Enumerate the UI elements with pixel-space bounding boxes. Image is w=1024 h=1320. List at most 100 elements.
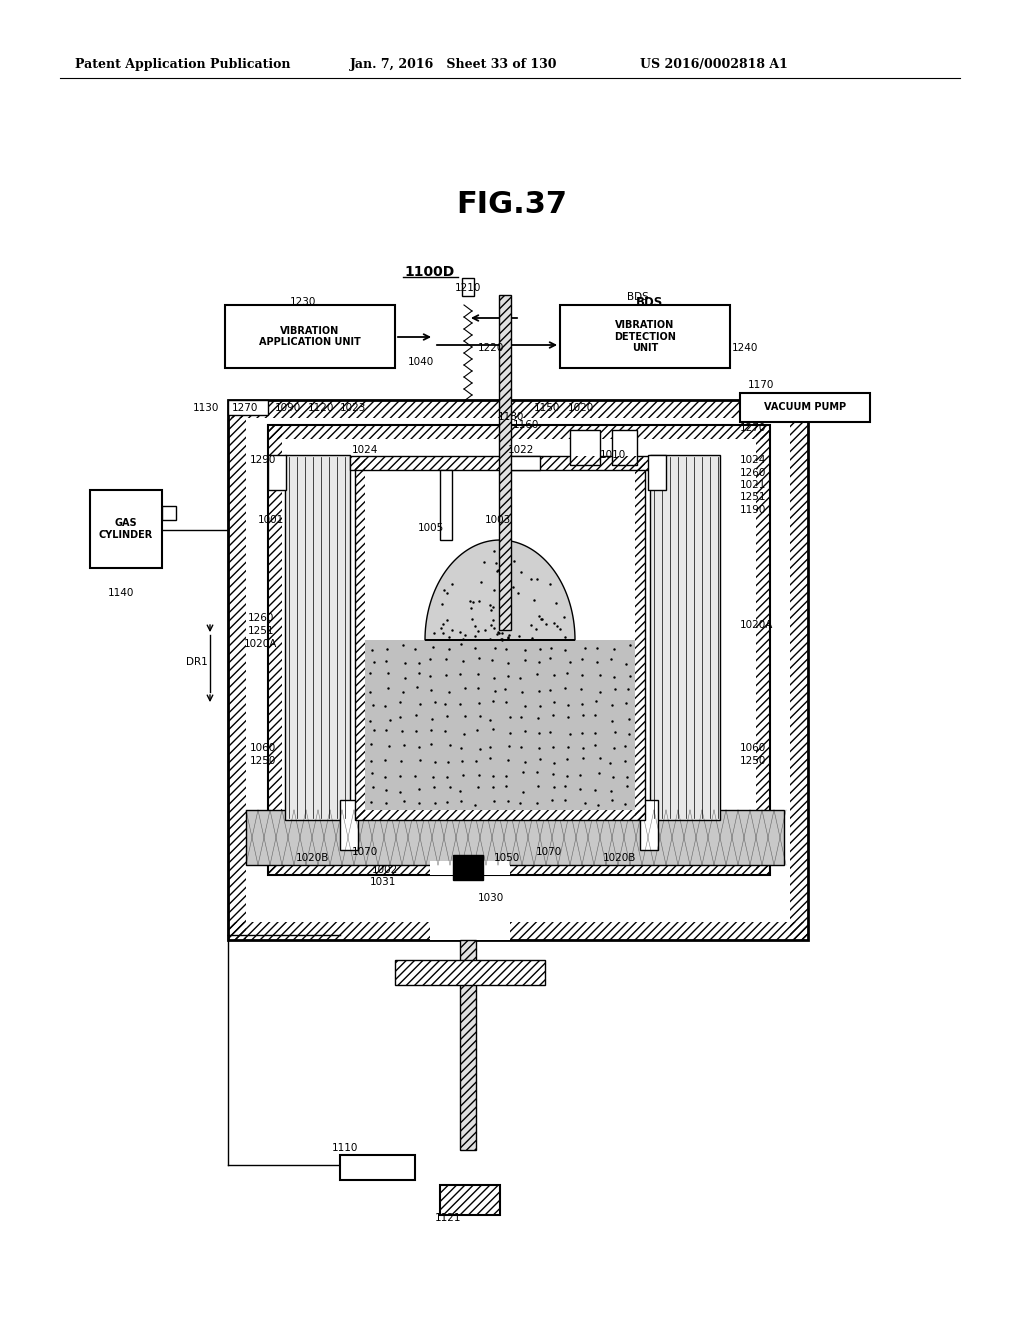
Text: US 2016/0002818 A1: US 2016/0002818 A1 xyxy=(640,58,787,71)
Text: 1180: 1180 xyxy=(498,412,524,422)
Bar xyxy=(560,305,730,368)
Bar xyxy=(246,810,784,865)
Bar xyxy=(462,279,474,296)
Bar xyxy=(635,458,645,820)
Text: 1110: 1110 xyxy=(332,1143,358,1152)
Text: 1020B: 1020B xyxy=(603,853,636,863)
Bar xyxy=(395,960,545,985)
Bar xyxy=(355,458,645,820)
Text: VIBRATION
APPLICATION UNIT: VIBRATION APPLICATION UNIT xyxy=(259,326,360,347)
Bar xyxy=(228,400,268,414)
Bar xyxy=(285,455,350,820)
Text: 1251: 1251 xyxy=(740,492,767,502)
Text: 1010: 1010 xyxy=(600,450,627,459)
Text: 1003: 1003 xyxy=(485,515,511,525)
Text: 1022: 1022 xyxy=(508,445,535,455)
Text: 1170: 1170 xyxy=(748,380,774,389)
Text: 1024: 1024 xyxy=(740,455,766,465)
Text: 1020B: 1020B xyxy=(296,853,330,863)
Bar xyxy=(268,425,770,875)
Bar xyxy=(499,294,511,630)
Bar xyxy=(350,455,650,470)
Text: VACUUM PUMP: VACUUM PUMP xyxy=(764,403,846,412)
Text: 1005: 1005 xyxy=(418,523,444,533)
Text: Patent Application Publication: Patent Application Publication xyxy=(75,58,291,71)
Bar xyxy=(340,800,358,850)
Bar xyxy=(340,1155,415,1180)
Bar xyxy=(365,640,635,810)
Bar xyxy=(500,455,540,470)
Bar xyxy=(790,400,808,940)
Text: 1260: 1260 xyxy=(248,612,274,623)
Text: 1150: 1150 xyxy=(534,403,560,413)
Bar xyxy=(355,810,645,820)
Bar xyxy=(228,400,808,418)
Text: 1160: 1160 xyxy=(513,420,540,430)
Text: VIBRATION
DETECTION
UNIT: VIBRATION DETECTION UNIT xyxy=(614,319,676,354)
Text: 1030: 1030 xyxy=(478,894,504,903)
Text: 1100D: 1100D xyxy=(404,265,455,279)
Bar xyxy=(268,861,770,875)
Bar xyxy=(225,305,395,368)
Text: 1024: 1024 xyxy=(352,445,379,455)
Text: 1050: 1050 xyxy=(494,853,520,863)
Text: BDS: BDS xyxy=(636,296,664,309)
Text: 1210: 1210 xyxy=(455,282,481,293)
Text: 1120: 1120 xyxy=(308,403,335,413)
Bar xyxy=(350,455,650,470)
Bar xyxy=(460,940,476,1150)
Bar xyxy=(740,393,870,422)
Bar xyxy=(460,940,476,1150)
Bar xyxy=(453,855,483,880)
Text: 1270: 1270 xyxy=(740,422,766,433)
Text: 1260: 1260 xyxy=(740,469,766,478)
Bar xyxy=(268,455,286,490)
Bar xyxy=(612,430,637,465)
Text: 1060: 1060 xyxy=(250,743,276,752)
Bar xyxy=(268,425,282,875)
Bar xyxy=(355,458,365,820)
Text: 1250: 1250 xyxy=(740,756,766,766)
Bar xyxy=(640,800,658,850)
Bar xyxy=(228,921,808,940)
Text: 1290: 1290 xyxy=(250,455,276,465)
Bar xyxy=(499,294,511,630)
Text: 1060: 1060 xyxy=(740,743,766,752)
Bar xyxy=(162,506,176,520)
Text: Jan. 7, 2016   Sheet 33 of 130: Jan. 7, 2016 Sheet 33 of 130 xyxy=(350,58,557,71)
Bar xyxy=(440,470,452,540)
Text: 1140: 1140 xyxy=(108,587,134,598)
Bar xyxy=(430,861,510,875)
Bar xyxy=(770,400,808,414)
Polygon shape xyxy=(425,540,575,640)
Text: 1021: 1021 xyxy=(740,480,766,490)
Text: 1001: 1001 xyxy=(258,515,285,525)
Text: 1250: 1250 xyxy=(250,756,276,766)
Bar xyxy=(430,921,510,940)
Bar xyxy=(90,490,162,568)
Bar xyxy=(268,425,770,440)
Text: GAS
CYLINDER: GAS CYLINDER xyxy=(99,519,154,540)
Text: 1090: 1090 xyxy=(275,403,301,413)
Text: 1031: 1031 xyxy=(370,876,396,887)
Text: 1023: 1023 xyxy=(340,403,367,413)
Text: 1020A: 1020A xyxy=(740,620,773,630)
Text: 1130: 1130 xyxy=(193,403,219,413)
Text: 1240: 1240 xyxy=(732,343,759,352)
Text: 1002: 1002 xyxy=(372,865,398,875)
Text: 1270: 1270 xyxy=(232,403,258,413)
Bar xyxy=(650,455,720,820)
Text: 1040: 1040 xyxy=(408,356,434,367)
Text: 1251: 1251 xyxy=(248,626,274,636)
Bar xyxy=(756,425,770,875)
Bar xyxy=(395,960,545,985)
Bar xyxy=(228,400,246,940)
Text: 1220: 1220 xyxy=(478,343,505,352)
Text: 1190: 1190 xyxy=(740,506,766,515)
Text: 1121: 1121 xyxy=(435,1213,462,1224)
Bar xyxy=(228,400,808,940)
Text: 1070: 1070 xyxy=(352,847,378,857)
Text: FIG.37: FIG.37 xyxy=(457,190,567,219)
Text: 1230: 1230 xyxy=(290,297,316,308)
Text: BDS: BDS xyxy=(627,292,649,302)
